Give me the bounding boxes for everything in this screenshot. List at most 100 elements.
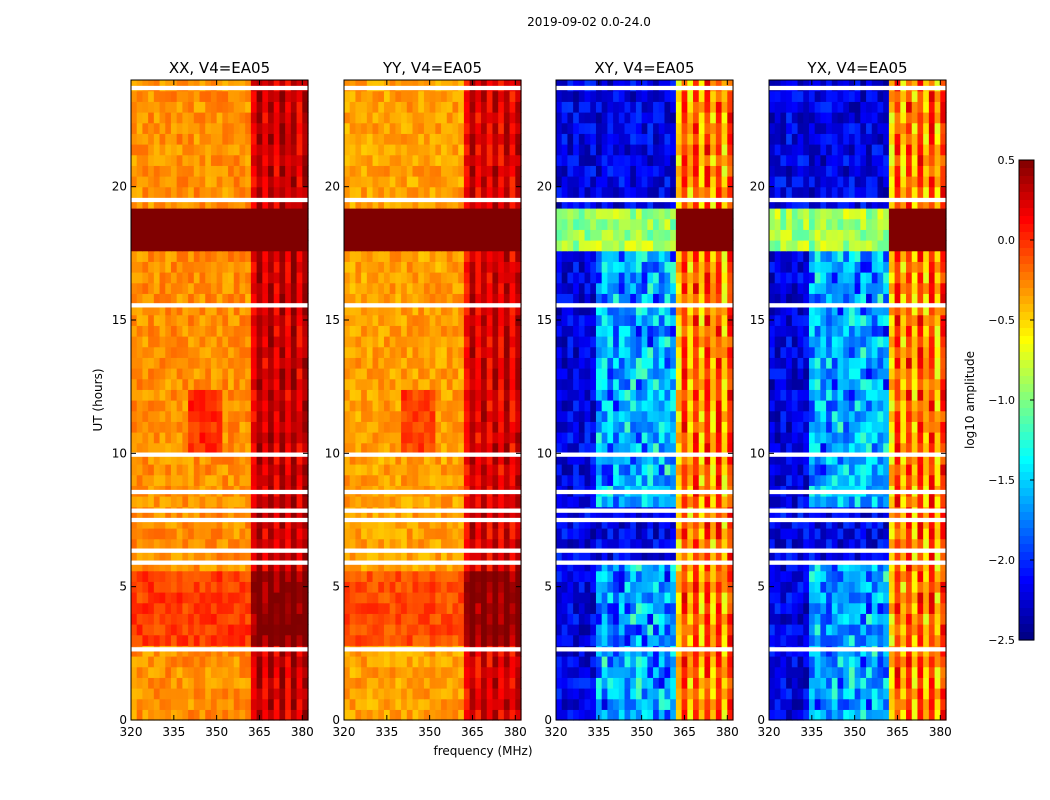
heatmap-cell xyxy=(142,186,149,198)
heatmap-cell xyxy=(481,208,488,220)
heatmap-cell xyxy=(452,378,459,390)
heatmap-cell xyxy=(355,453,362,465)
heatmap-cell xyxy=(469,368,476,380)
heatmap-cell xyxy=(395,346,402,358)
heatmap-cell xyxy=(389,197,396,209)
heatmap-cell xyxy=(498,208,505,220)
heatmap-cell xyxy=(395,357,402,369)
heatmap-cell xyxy=(205,154,212,166)
heatmap-cell xyxy=(389,517,396,529)
heatmap-cell xyxy=(423,229,431,241)
heatmap-cell xyxy=(515,453,522,465)
heatmap-cell xyxy=(273,357,281,369)
heatmap-cell xyxy=(710,688,717,700)
heatmap-cell xyxy=(250,624,258,636)
heatmap-cell xyxy=(498,528,505,540)
heatmap-cell xyxy=(561,634,569,646)
heatmap-cell xyxy=(573,549,580,561)
heatmap-cell xyxy=(412,602,419,614)
heatmap-cell xyxy=(406,80,414,92)
heatmap-cell xyxy=(136,698,144,710)
heatmap-cell xyxy=(188,186,195,198)
heatmap-cell xyxy=(210,421,218,433)
heatmap-cell xyxy=(148,218,155,230)
heatmap-cell xyxy=(296,464,303,476)
heatmap-cell xyxy=(136,464,144,476)
heatmap-cell xyxy=(418,229,425,241)
heatmap-cell xyxy=(698,581,706,593)
heatmap-cell xyxy=(573,389,580,401)
heatmap-cell xyxy=(395,634,402,646)
heatmap-cell xyxy=(698,464,706,476)
heatmap-cell xyxy=(418,453,425,465)
heatmap-cell xyxy=(188,389,195,401)
heatmap-cell xyxy=(182,613,189,625)
heatmap-cell xyxy=(395,666,402,678)
heatmap-cell xyxy=(584,560,591,572)
heatmap-cell xyxy=(148,389,155,401)
heatmap-cell xyxy=(239,570,246,582)
heatmap-cell xyxy=(165,197,172,209)
heatmap-cell xyxy=(561,709,569,721)
heatmap-cell xyxy=(675,357,683,369)
heatmap-cell xyxy=(170,400,178,412)
heatmap-cell xyxy=(412,261,419,273)
heatmap-cell xyxy=(486,250,494,262)
heatmap-cell xyxy=(458,464,465,476)
heatmap-cell xyxy=(366,144,374,156)
heatmap-cell xyxy=(658,474,666,486)
heatmap-cell xyxy=(418,709,425,721)
heatmap-cell xyxy=(687,709,694,721)
heatmap-cell xyxy=(165,240,172,252)
heatmap-cell xyxy=(349,581,357,593)
heatmap-cell xyxy=(498,666,505,678)
heatmap-cell xyxy=(176,314,183,326)
heatmap-cell xyxy=(378,378,385,390)
heatmap-cell xyxy=(653,410,660,422)
heatmap-cell xyxy=(601,560,608,572)
heatmap-cell xyxy=(279,560,286,572)
heatmap-cell xyxy=(595,464,603,476)
heatmap-cell xyxy=(193,250,201,262)
heatmap-cell xyxy=(182,314,189,326)
heatmap-cell xyxy=(727,464,734,476)
heatmap-cell xyxy=(250,314,258,326)
heatmap-cell xyxy=(613,410,620,422)
heatmap-cell xyxy=(188,240,195,252)
heatmap-cell xyxy=(131,624,138,636)
heatmap-cell xyxy=(475,144,482,156)
heatmap-cell xyxy=(170,144,178,156)
heatmap-cell xyxy=(250,400,258,412)
heatmap-cell xyxy=(423,314,431,326)
heatmap-cell xyxy=(302,688,309,700)
heatmap-cell xyxy=(503,272,511,284)
heatmap-cell xyxy=(256,218,263,230)
heatmap-cell xyxy=(395,453,402,465)
heatmap-cell xyxy=(256,336,263,348)
heatmap-cell xyxy=(710,528,717,540)
heatmap-cell xyxy=(250,560,258,572)
heatmap-cell xyxy=(406,474,414,486)
heatmap-cell xyxy=(148,496,155,508)
heatmap-cell xyxy=(721,496,728,508)
heatmap-cell xyxy=(176,90,183,102)
heatmap-cell xyxy=(222,677,229,689)
heatmap-cell xyxy=(481,517,488,529)
heatmap-cell xyxy=(193,538,201,550)
heatmap-cell xyxy=(486,346,494,358)
heatmap-cell xyxy=(228,549,235,561)
heatmap-cell xyxy=(664,400,671,412)
heatmap-cell xyxy=(344,432,351,444)
heatmap-cell xyxy=(590,698,597,710)
heatmap-cell xyxy=(296,688,303,700)
heatmap-cell xyxy=(590,410,597,422)
heatmap-cell xyxy=(653,624,660,636)
heatmap-cell xyxy=(687,464,694,476)
heatmap-cell xyxy=(595,368,603,380)
heatmap-cell xyxy=(486,400,494,412)
heatmap-cell xyxy=(239,293,246,305)
heatmap-cell xyxy=(584,634,591,646)
heatmap-cell xyxy=(670,656,677,668)
heatmap-cell xyxy=(285,698,292,710)
heatmap-cell xyxy=(205,592,212,604)
